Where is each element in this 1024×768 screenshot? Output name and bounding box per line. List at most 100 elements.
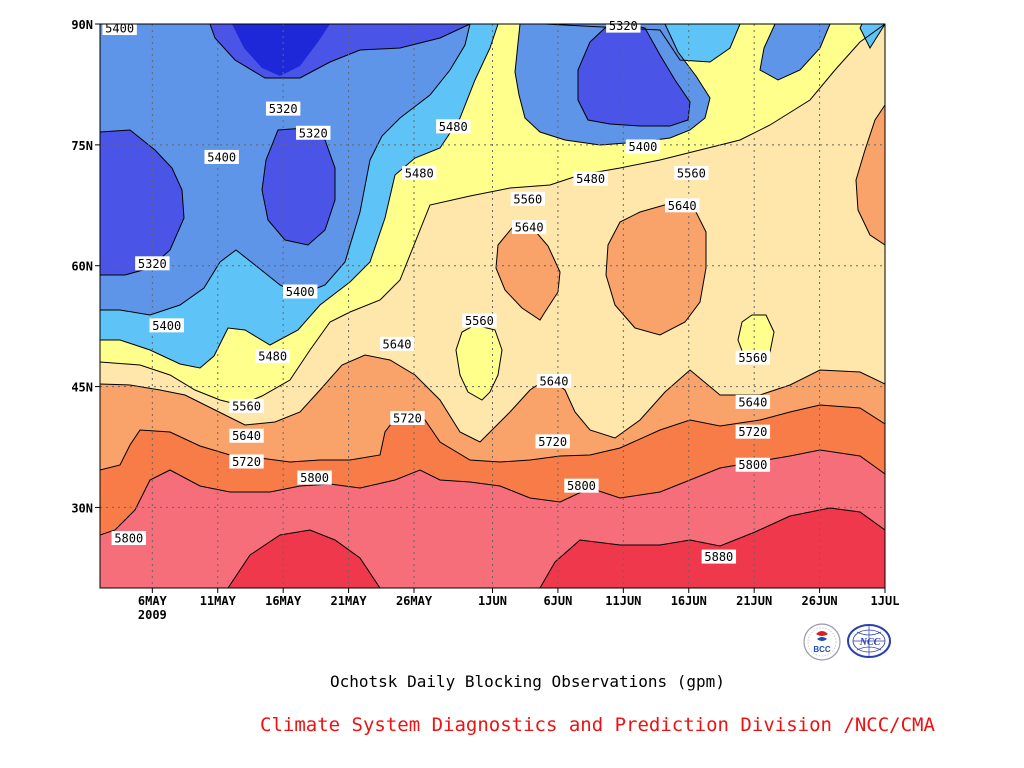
contour-label-background <box>402 166 437 181</box>
y-tick-label: 30N <box>71 501 93 515</box>
contour-label-background <box>462 313 497 328</box>
contour-label-text: 5800 <box>300 471 329 485</box>
contour-label-background <box>229 454 264 469</box>
contour-label-text: 5560 <box>677 167 706 181</box>
contour-line-5720 <box>100 404 885 471</box>
contour-label: 5640 <box>665 198 700 213</box>
contour-label-text: 5320 <box>299 126 328 140</box>
contour-label: 5640 <box>379 336 415 351</box>
contour-label: 5320 <box>296 125 331 140</box>
x-tick-label: 6JUN <box>543 594 572 608</box>
contour-label-text: 5560 <box>232 399 261 413</box>
contour-label-text: 5720 <box>393 411 422 425</box>
contour-line-5320 <box>100 24 691 276</box>
y-tick-label: 75N <box>71 139 93 153</box>
contour-label-text: 5320 <box>609 19 638 33</box>
contour-label-background <box>735 394 771 409</box>
contour-label: 5560 <box>735 350 771 365</box>
ncc-logo-text: NCC <box>859 637 881 648</box>
contour-label-background <box>282 284 318 299</box>
contour-label-background <box>735 457 771 472</box>
contour-label-text: 5640 <box>668 199 697 213</box>
y-tick-label: 90N <box>71 18 93 32</box>
chart-title: Ochotsk Daily Blocking Observations (gpm… <box>330 672 725 691</box>
contour-label-text: 5480 <box>405 167 434 181</box>
contour-label: 5480 <box>436 119 471 134</box>
footer-credit: Climate System Diagnostics and Predictio… <box>260 714 935 736</box>
contour-label-text: 5800 <box>738 458 767 472</box>
contour-label-text: 5800 <box>567 479 596 493</box>
contour-label-background <box>701 549 737 564</box>
contour-island-5640-c <box>856 105 885 245</box>
contour-label: 5400 <box>149 318 184 333</box>
contour-label: 5800 <box>564 478 599 493</box>
contour-label: 5720 <box>390 410 425 425</box>
x-tick-label: 26MAY <box>396 594 433 608</box>
contour-label-background <box>390 410 425 425</box>
contour-label-text: 5640 <box>738 395 767 409</box>
contour-label-background <box>511 220 547 235</box>
contour-label: 5800 <box>111 531 146 546</box>
contour-label-background <box>674 166 709 181</box>
contour-label: 5400 <box>625 139 661 154</box>
contour-label-text: 5560 <box>738 351 767 365</box>
contour-label: 5640 <box>229 428 264 443</box>
contour-label-text: 5800 <box>114 532 143 546</box>
contour-label-text: 5400 <box>286 285 315 299</box>
contour-label-background <box>255 348 290 363</box>
contour-label-background <box>564 478 599 493</box>
x-tick-label: 11MAY <box>200 594 237 608</box>
contour-label-text: 5720 <box>538 435 567 449</box>
x-tick-label: 6MAY <box>138 594 168 608</box>
contour-label: 5320 <box>265 101 301 116</box>
contour-label-text: 5880 <box>704 550 733 564</box>
contour-label-background <box>102 21 137 36</box>
contour-label: 5720 <box>229 454 264 469</box>
contour-label: 5400 <box>204 149 239 164</box>
contour-label-background <box>229 398 264 413</box>
contour-label: 5720 <box>535 434 570 449</box>
contour-labels: 5400 5320 5320 5320 5400 5480 5480 5400 5480 5560… <box>102 18 771 564</box>
contour-label-text: 5560 <box>465 314 494 328</box>
contour-label: 5560 <box>462 313 497 328</box>
contour-island-5560-a <box>455 324 503 401</box>
contour-label-background <box>735 424 771 439</box>
x-tick-label: 11JUN <box>605 594 641 608</box>
contour-label-background <box>111 531 146 546</box>
contour-island-5640-b <box>605 203 707 336</box>
contour-label-background <box>265 101 301 116</box>
contour-label: 5480 <box>255 348 290 363</box>
contour-label: 5320 <box>606 18 641 33</box>
y-tick-label: 45N <box>71 381 93 395</box>
contour-label-background <box>135 256 170 271</box>
contour-label-text: 5400 <box>207 150 236 164</box>
contour-label-background <box>204 149 239 164</box>
contour-label: 5400 <box>282 284 318 299</box>
contour-label-text: 5640 <box>232 429 261 443</box>
x-tick-sublabel: 2009 <box>138 608 167 622</box>
ncc-logo: NCC <box>847 624 891 658</box>
contour-label-background <box>297 470 332 485</box>
contour-label-background <box>510 191 546 206</box>
contour-label-text: 5480 <box>258 349 287 363</box>
contour-label: 5320 <box>135 256 170 271</box>
contour-label: 5800 <box>735 457 771 472</box>
contour-label-text: 5480 <box>576 172 605 186</box>
x-tick-label: 1JUL <box>871 594 900 608</box>
contour-island-5640-a <box>495 224 561 321</box>
contour-band-below-5240 <box>232 24 330 76</box>
contour-label-background <box>436 119 471 134</box>
x-tick-label: 21MAY <box>331 594 368 608</box>
contour-label-text: 5720 <box>738 425 767 439</box>
contour-label: 5560 <box>510 191 546 206</box>
contour-band-below-5320 <box>100 24 690 275</box>
contour-label-text: 5400 <box>629 140 658 154</box>
bcc-logo: BCC <box>803 623 841 661</box>
contour-label-background <box>379 336 415 351</box>
contour-label-background <box>536 373 572 388</box>
x-tick-label: 21JUN <box>736 594 772 608</box>
x-tick-label: 26JUN <box>802 594 838 608</box>
bcc-logo-text: BCC <box>813 645 831 654</box>
